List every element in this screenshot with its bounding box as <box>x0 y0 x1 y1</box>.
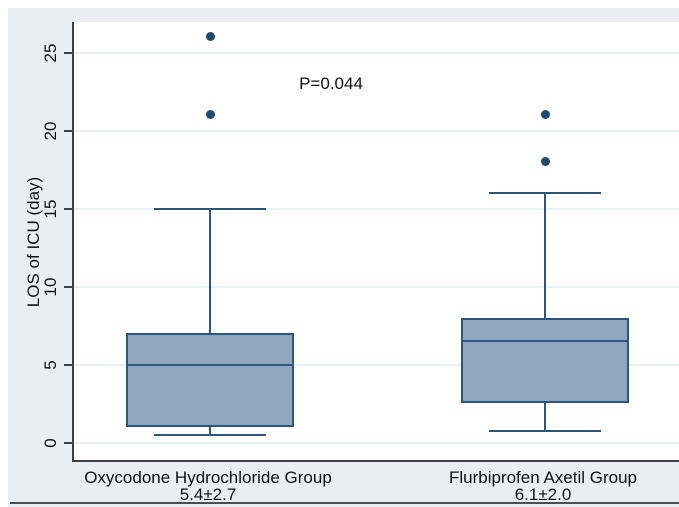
box-whisker-stem <box>209 208 211 435</box>
y-tick <box>64 441 72 444</box>
y-tick <box>64 51 72 54</box>
box-whisker-cap-lower <box>154 433 266 436</box>
x-category-label-block: Oxycodone Hydrochloride Group 5.4±2.7 <box>48 469 368 503</box>
x-category-label: Flurbiprofen Axetil Group <box>448 468 638 487</box>
outlier-dot <box>540 110 550 120</box>
box-whisker-cap-lower <box>489 429 601 432</box>
y-tick <box>64 363 72 366</box>
x-category-label: Oxycodone Hydrochloride Group <box>84 468 332 487</box>
gridline <box>74 207 679 210</box>
y-tick <box>64 207 72 210</box>
figure-background: LOS of ICU (day) P=0.044 0 5 10 15 20 25 Oxyco… <box>8 8 679 507</box>
y-tick-label: 15 <box>41 199 60 218</box>
gridline <box>74 363 679 366</box>
y-tick-label: 25 <box>41 43 60 62</box>
box-iqr <box>126 333 294 427</box>
y-tick-label: 0 <box>41 437 60 448</box>
plot-area <box>72 22 679 462</box>
median-line <box>126 363 294 366</box>
y-tick-label: 5 <box>41 359 60 370</box>
outlier-dot <box>540 157 550 167</box>
gridline <box>74 129 679 132</box>
gridline <box>74 285 679 288</box>
box-iqr <box>461 317 629 404</box>
y-tick-label: 10 <box>41 277 60 296</box>
p-value-annotation: P=0.044 <box>299 74 363 93</box>
gridline <box>74 441 679 444</box>
gridline <box>74 51 679 54</box>
y-tick <box>64 285 72 288</box>
x-category-label-block: Flurbiprofen Axetil Group 6.1±2.0 <box>383 469 679 503</box>
box-whisker-stem <box>544 192 546 431</box>
figure-bottom-border <box>10 502 679 504</box>
x-category-sublabel: 5.4±2.7 <box>179 485 237 504</box>
median-line <box>461 340 629 343</box>
x-category-sublabel: 6.1±2.0 <box>514 485 572 504</box>
outlier-dot <box>205 110 215 120</box>
box-whisker-cap-upper <box>154 207 266 210</box>
y-tick <box>64 129 72 132</box>
box-whisker-cap-upper <box>489 191 601 194</box>
y-tick-label: 20 <box>41 121 60 140</box>
outlier-dot <box>205 32 215 42</box>
